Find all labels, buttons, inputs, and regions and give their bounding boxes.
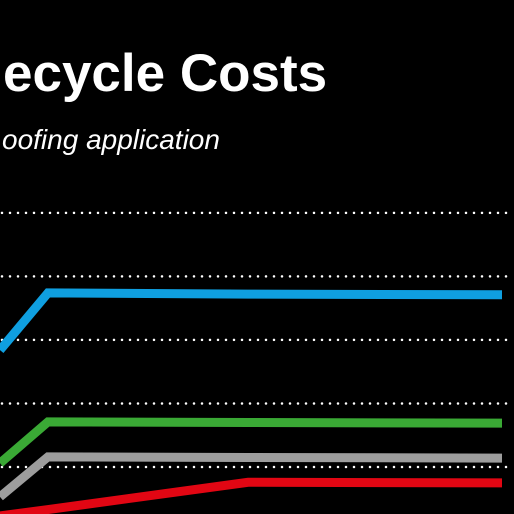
chart-subtitle: oofing application: [2, 124, 220, 155]
series-line: [0, 417, 503, 467]
series-line: [0, 477, 503, 514]
chart-title: ecycle Costs: [3, 44, 327, 103]
series-line: [0, 288, 503, 353]
series-line: [0, 452, 503, 501]
plot-area: [0, 211, 514, 514]
